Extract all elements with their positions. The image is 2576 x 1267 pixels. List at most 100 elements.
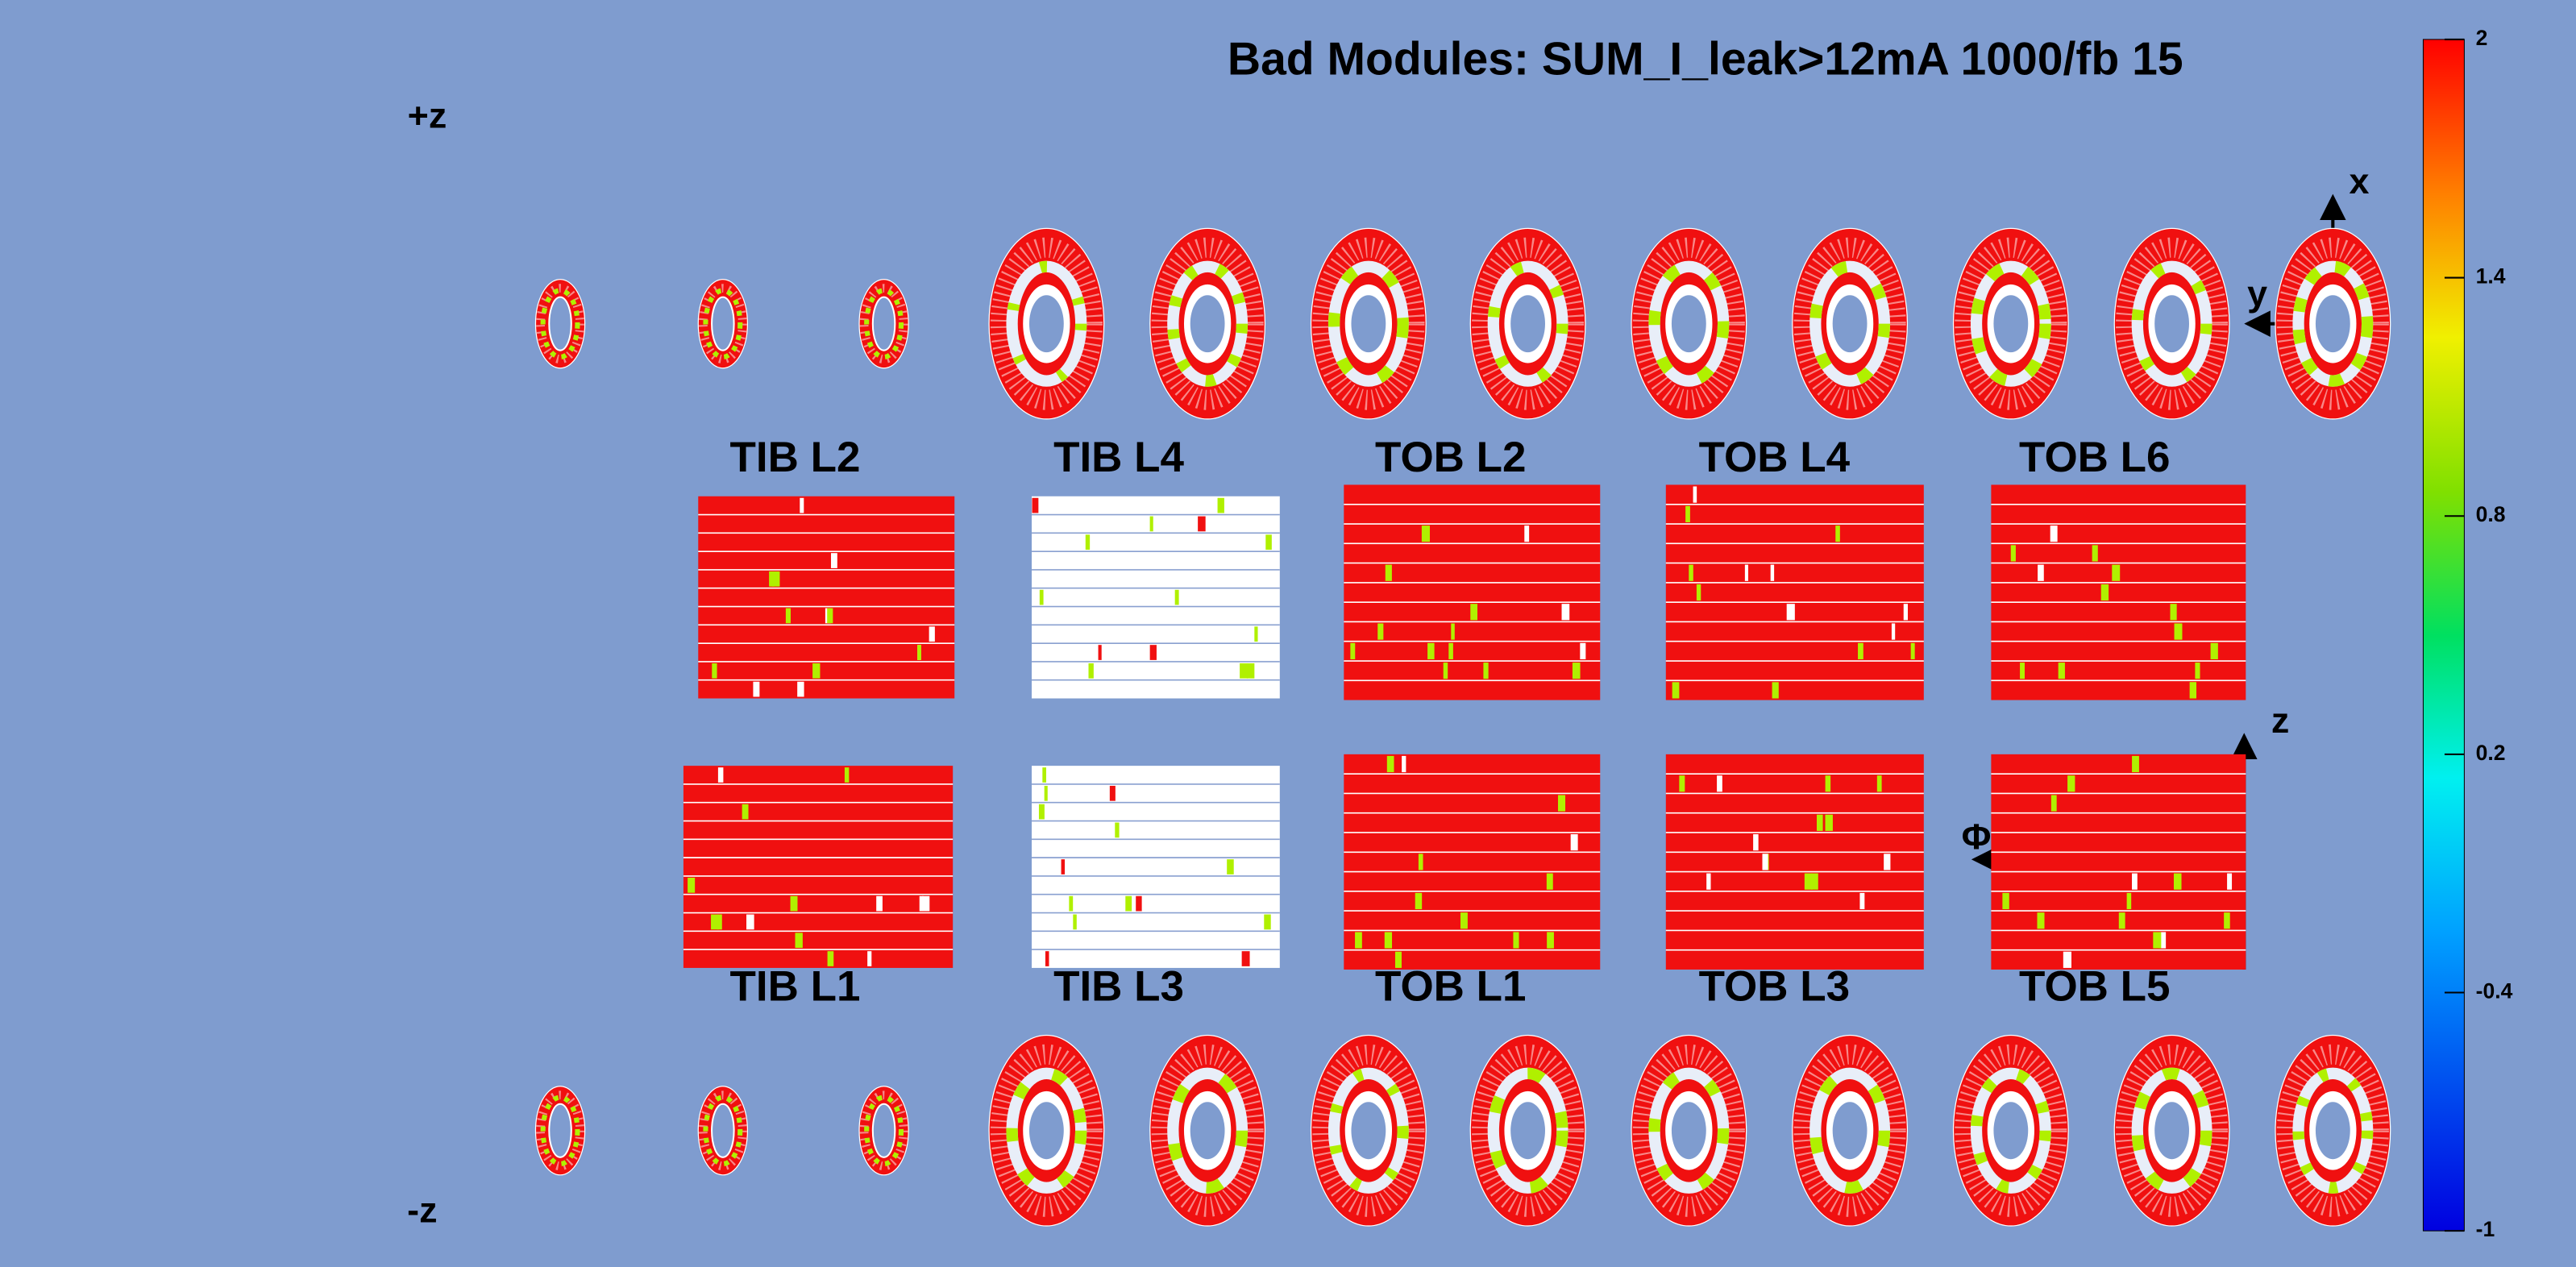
module-mark bbox=[1460, 912, 1468, 929]
module-mark bbox=[769, 571, 775, 587]
module-mark bbox=[1825, 814, 1833, 831]
module-mark bbox=[1125, 895, 1132, 912]
module-mark bbox=[1685, 505, 1690, 523]
disk-hole-inner bbox=[1510, 1102, 1545, 1160]
disk-ring bbox=[1970, 260, 2051, 387]
layer-panel bbox=[1032, 766, 1280, 968]
disk-hole-inner bbox=[1351, 1102, 1386, 1160]
module-mark bbox=[2126, 892, 2132, 910]
axis-label: Φ bbox=[1962, 816, 1992, 858]
disk-hole-inner bbox=[1028, 1102, 1064, 1160]
module-mark bbox=[1483, 663, 1489, 679]
module-mark bbox=[1858, 642, 1863, 659]
disk-segments bbox=[2116, 1044, 2229, 1217]
module-mark bbox=[1910, 642, 1915, 659]
module-mark bbox=[1115, 822, 1120, 838]
layer-panel bbox=[1665, 484, 1924, 700]
module-mark bbox=[1246, 663, 1255, 679]
module-mark bbox=[2174, 623, 2183, 640]
layer-label: TIB L2 bbox=[730, 434, 861, 481]
disk-hole-inner bbox=[1671, 1102, 1706, 1160]
module-mark bbox=[1136, 895, 1142, 912]
layer-panel bbox=[1344, 754, 1601, 970]
disk-ring bbox=[1006, 1067, 1087, 1194]
module-mark bbox=[1069, 895, 1074, 912]
disk-ring bbox=[1167, 1067, 1249, 1194]
module-mark bbox=[1448, 642, 1453, 659]
module-mark bbox=[1394, 951, 1402, 968]
module-mark bbox=[717, 914, 722, 930]
title: Bad Modules: SUM_I_leak>12mA 1000/fb 15 bbox=[1228, 34, 2183, 85]
disk-segments bbox=[1955, 1044, 2067, 1217]
module-mark bbox=[1385, 564, 1392, 581]
colorbar-tick-label: 2 bbox=[2476, 26, 2488, 50]
disk-hole-inner bbox=[1832, 1102, 1868, 1160]
module-mark bbox=[2173, 873, 2182, 890]
layer-panel bbox=[698, 496, 955, 699]
module-mark bbox=[1835, 525, 1840, 542]
module-mark bbox=[1418, 854, 1423, 870]
colorbar-tick-label: 0.2 bbox=[2476, 741, 2506, 765]
module-mark bbox=[1744, 564, 1748, 581]
module-mark bbox=[1384, 932, 1393, 949]
module-mark bbox=[1672, 682, 1680, 699]
module-mark bbox=[1811, 873, 1818, 890]
module-mark bbox=[830, 553, 837, 568]
module-mark bbox=[2224, 912, 2230, 929]
module-mark bbox=[929, 626, 935, 642]
module-mark bbox=[1689, 564, 1693, 581]
disk-ring bbox=[1327, 260, 1409, 387]
layer-label: TIB L4 bbox=[1053, 434, 1184, 481]
module-mark bbox=[2210, 642, 2218, 659]
module-mark bbox=[2118, 912, 2125, 929]
disk-hole bbox=[548, 296, 572, 351]
module-mark bbox=[1032, 497, 1039, 513]
module-mark bbox=[1241, 951, 1250, 966]
module-mark bbox=[1693, 486, 1697, 503]
disk-ring bbox=[1809, 1067, 1891, 1194]
module-mark bbox=[753, 681, 760, 697]
module-mark bbox=[2010, 545, 2016, 562]
module-mark bbox=[711, 914, 719, 930]
module-mark bbox=[1786, 604, 1795, 621]
disk-hole bbox=[871, 1103, 896, 1158]
module-mark bbox=[876, 895, 883, 912]
layer-panel bbox=[1991, 754, 2246, 970]
module-mark bbox=[1240, 663, 1249, 679]
module-mark bbox=[1570, 834, 1578, 851]
module-mark bbox=[1513, 932, 1519, 949]
module-mark bbox=[1045, 951, 1049, 966]
module-mark bbox=[1254, 626, 1258, 642]
module-mark bbox=[1350, 642, 1356, 659]
disk-hole-inner bbox=[1993, 295, 2029, 353]
module-mark bbox=[2002, 892, 2009, 910]
colorbar-tick-label: -0.4 bbox=[2476, 978, 2513, 1003]
module-mark bbox=[771, 571, 780, 587]
disk-ring bbox=[864, 288, 904, 360]
module-mark bbox=[2195, 663, 2200, 679]
colorbar bbox=[2422, 39, 2465, 1232]
module-mark bbox=[2050, 525, 2058, 542]
module-mark bbox=[1402, 755, 1406, 773]
module-mark bbox=[790, 895, 798, 912]
disk-ring bbox=[2131, 260, 2212, 387]
disk-hole-inner bbox=[1993, 1102, 2029, 1160]
disk-ring bbox=[1327, 1067, 1409, 1194]
layer-panel bbox=[1991, 484, 2246, 700]
disk-hole-inner bbox=[1351, 295, 1386, 353]
module-mark bbox=[1859, 892, 1865, 910]
module-mark bbox=[1816, 814, 1823, 831]
disk-hole-inner bbox=[1832, 295, 1868, 353]
disk-ring bbox=[1006, 260, 1087, 387]
disk-hole bbox=[711, 296, 735, 351]
module-mark bbox=[1061, 859, 1066, 874]
module-mark bbox=[1386, 755, 1394, 773]
module-mark bbox=[2050, 795, 2057, 812]
module-mark bbox=[1355, 932, 1362, 949]
disk-ring bbox=[703, 1095, 743, 1167]
layer-label: TOB L2 bbox=[1375, 434, 1526, 481]
disk-hole-inner bbox=[2154, 295, 2189, 353]
disk-segments bbox=[1312, 1044, 1425, 1217]
module-mark bbox=[1717, 775, 1722, 792]
